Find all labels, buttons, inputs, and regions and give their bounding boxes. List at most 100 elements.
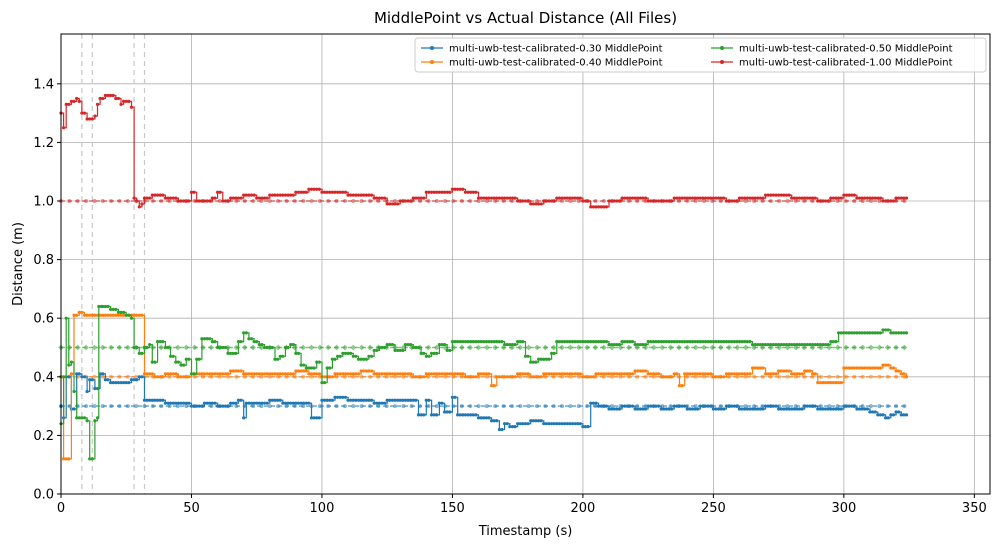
series-point bbox=[623, 340, 627, 344]
series-point bbox=[489, 340, 494, 344]
actual-distance-marker bbox=[876, 344, 883, 351]
series-point bbox=[756, 407, 760, 411]
series-point bbox=[341, 190, 345, 194]
actual-distance-marker bbox=[242, 374, 247, 379]
series-point bbox=[103, 378, 107, 382]
series-point bbox=[482, 372, 486, 376]
series-point bbox=[670, 199, 674, 203]
series-point bbox=[367, 193, 371, 197]
series-point bbox=[683, 196, 687, 200]
series-point bbox=[385, 342, 389, 347]
series-point bbox=[390, 342, 395, 347]
series-point bbox=[427, 372, 431, 376]
series-point bbox=[625, 372, 629, 376]
series-point bbox=[312, 366, 316, 370]
series-point bbox=[523, 372, 528, 376]
series-point bbox=[176, 401, 181, 405]
series-point bbox=[596, 205, 601, 209]
series-point bbox=[448, 190, 452, 194]
series-point bbox=[101, 96, 105, 101]
actual-distance-marker bbox=[401, 374, 406, 379]
series-point bbox=[82, 416, 87, 420]
series-point bbox=[531, 375, 535, 379]
actual-distance-marker bbox=[685, 199, 690, 204]
actual-distance-marker bbox=[251, 404, 256, 409]
series-point bbox=[343, 395, 348, 399]
series-point bbox=[865, 366, 869, 370]
series-point bbox=[790, 342, 794, 347]
series-point bbox=[249, 401, 254, 405]
series-point bbox=[377, 345, 381, 350]
series-point bbox=[124, 99, 128, 103]
series-point bbox=[599, 340, 603, 344]
actual-distance-marker bbox=[400, 344, 407, 351]
series-point bbox=[171, 401, 175, 405]
series-point bbox=[466, 190, 470, 194]
series-point bbox=[839, 407, 843, 411]
series-point bbox=[594, 401, 598, 405]
series-point bbox=[693, 340, 697, 344]
series-point bbox=[857, 366, 862, 370]
series-point bbox=[189, 404, 194, 408]
series-point bbox=[463, 375, 468, 379]
series-point bbox=[505, 422, 509, 426]
actual-distance-marker bbox=[292, 404, 297, 409]
series-point bbox=[182, 401, 186, 405]
series-point bbox=[234, 351, 238, 355]
series-point bbox=[299, 401, 303, 405]
series-point bbox=[555, 372, 559, 376]
series-point bbox=[289, 372, 293, 376]
series-point bbox=[443, 372, 447, 376]
series-point bbox=[471, 190, 475, 194]
series-point bbox=[803, 404, 807, 408]
series-point bbox=[633, 342, 637, 347]
series-point bbox=[93, 313, 97, 317]
series-point bbox=[75, 313, 79, 317]
series-point bbox=[897, 196, 901, 200]
series-point bbox=[341, 395, 345, 399]
series-point bbox=[448, 410, 452, 414]
series-point bbox=[683, 372, 687, 376]
series-point bbox=[521, 372, 525, 376]
series-point bbox=[137, 313, 141, 317]
series-point bbox=[664, 375, 669, 379]
series-point bbox=[656, 199, 661, 203]
series-point bbox=[108, 93, 113, 98]
series-point bbox=[581, 340, 585, 344]
actual-distance-marker bbox=[517, 344, 524, 351]
actual-distance-marker bbox=[74, 344, 81, 351]
series-point bbox=[625, 340, 629, 344]
series-point bbox=[330, 398, 334, 402]
series-point bbox=[116, 96, 121, 101]
series-point bbox=[197, 199, 201, 203]
series-point bbox=[330, 375, 334, 379]
series-point bbox=[740, 407, 744, 411]
series-point bbox=[390, 372, 395, 376]
series-point bbox=[132, 313, 136, 317]
series-point bbox=[231, 369, 235, 373]
series-point bbox=[169, 354, 173, 358]
actual-distance-marker bbox=[760, 374, 765, 379]
series-point bbox=[620, 340, 624, 344]
series-point bbox=[581, 375, 585, 379]
series-point bbox=[93, 419, 97, 423]
series-point bbox=[257, 401, 261, 405]
series-point bbox=[500, 427, 504, 432]
series-point bbox=[800, 196, 804, 200]
actual-distance-marker bbox=[618, 374, 623, 379]
series-point bbox=[850, 404, 854, 408]
series-point bbox=[884, 416, 888, 420]
actual-distance-marker bbox=[550, 344, 557, 351]
series-point bbox=[774, 404, 778, 408]
actual-distance-marker bbox=[393, 199, 398, 204]
series-point bbox=[424, 190, 428, 194]
series-point bbox=[636, 196, 640, 200]
series-point bbox=[359, 398, 363, 402]
series-point bbox=[805, 196, 809, 200]
series-point bbox=[630, 372, 635, 376]
series-point bbox=[529, 375, 533, 379]
series-point bbox=[654, 404, 658, 408]
series-point bbox=[411, 196, 415, 200]
series-point bbox=[205, 199, 209, 203]
legend-entry: multi-uwb-test-calibrated-0.30 MiddlePoi… bbox=[449, 44, 663, 55]
